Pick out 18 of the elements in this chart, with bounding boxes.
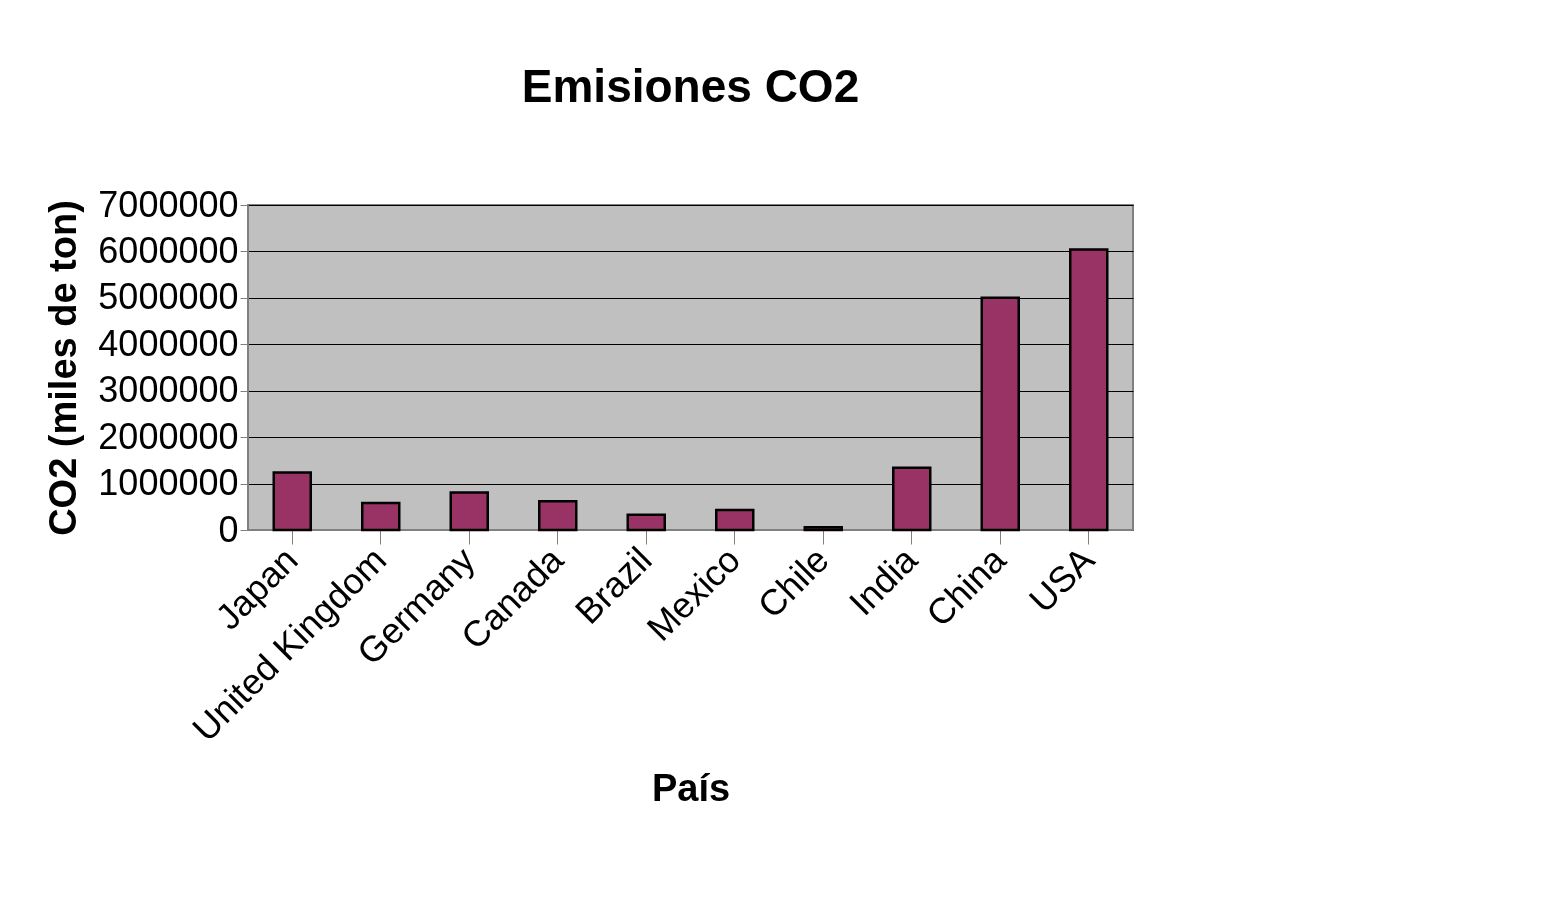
y-tick-label: 2000000: [98, 415, 239, 457]
y-tick-label: 1000000: [98, 462, 239, 504]
y-tick-label: 3000000: [98, 369, 239, 411]
bar: [626, 513, 666, 532]
bar: [361, 501, 401, 532]
y-tick-label: 6000000: [98, 229, 239, 271]
bar: [449, 491, 489, 532]
bar: [538, 499, 578, 532]
bar: [803, 525, 843, 532]
chart-title: Emisiones CO2: [521, 60, 860, 112]
x-tick-label: USA: [1020, 538, 1103, 621]
y-tick-label: 5000000: [98, 276, 239, 318]
y-axis-title: CO2 (miles de ton): [42, 200, 85, 536]
y-tick-label: 0: [218, 508, 239, 550]
x-axis-title: País: [651, 766, 731, 809]
y-tick-label: 7000000: [98, 183, 239, 225]
y-tick-label: 4000000: [98, 322, 239, 364]
bar: [715, 508, 755, 532]
